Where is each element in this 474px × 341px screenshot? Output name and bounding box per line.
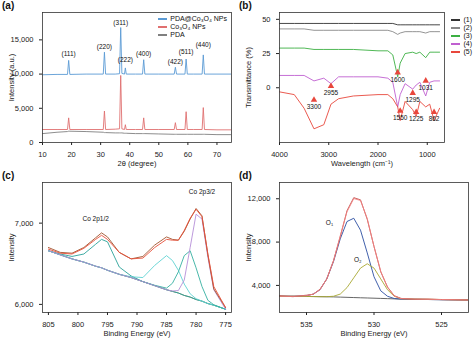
svg-text:1031: 1031: [418, 84, 433, 91]
svg-text:862: 862: [429, 115, 440, 122]
svg-text:Transmittance (%): Transmittance (%): [244, 47, 253, 108]
svg-text:30: 30: [96, 150, 104, 159]
html-text:(c): (c): [2, 170, 15, 181]
svg-text:6,000: 6,000: [15, 300, 34, 309]
svg-text:3000: 3000: [320, 150, 337, 159]
svg-text:2955: 2955: [324, 89, 339, 96]
svg-text:(222): (222): [118, 56, 133, 64]
svg-text:785: 785: [160, 320, 173, 329]
html-text:(3): (3): [463, 32, 472, 39]
svg-text:1225: 1225: [409, 115, 424, 122]
svg-text:530: 530: [368, 320, 381, 329]
svg-text:(311): (311): [113, 19, 128, 27]
html-text:(5): (5): [463, 48, 472, 55]
svg-text:4,000: 4,000: [252, 281, 271, 290]
svg-text:40: 40: [126, 150, 134, 159]
svg-text:525: 525: [435, 320, 448, 329]
svg-text:(111): (111): [62, 50, 76, 58]
html-text:(d): (d): [239, 170, 252, 181]
svg-text:775: 775: [219, 320, 232, 329]
svg-text:(400): (400): [136, 50, 151, 58]
svg-text:Wavelength (cm⁻¹): Wavelength (cm⁻¹): [331, 159, 393, 168]
svg-text:800: 800: [72, 320, 85, 329]
svg-text:(511): (511): [179, 48, 194, 56]
svg-text:5,000: 5,000: [15, 104, 34, 113]
html-text:PDA@Co₃O₄ NPs: PDA@Co₃O₄ NPs: [170, 15, 227, 22]
html-text:(b): (b): [239, 0, 252, 11]
html-text:(2): (2): [463, 24, 472, 31]
svg-text:(220): (220): [97, 43, 112, 51]
svg-text:10: 10: [38, 150, 46, 159]
svg-text:O₁: O₁: [326, 219, 334, 226]
svg-text:(440): (440): [196, 41, 211, 49]
svg-text:12,000: 12,000: [248, 194, 271, 203]
svg-text:70: 70: [213, 150, 221, 159]
svg-text:Co 2p3/2: Co 2p3/2: [189, 188, 216, 196]
svg-text:795: 795: [101, 320, 114, 329]
svg-text:Binding Energy (eV): Binding Energy (eV): [103, 329, 171, 338]
html-text:(4): (4): [463, 40, 472, 47]
svg-text:(422): (422): [168, 58, 183, 66]
svg-text:60: 60: [184, 150, 192, 159]
svg-text:1000: 1000: [419, 150, 436, 159]
svg-text:1550: 1550: [393, 114, 408, 121]
svg-text:0: 0: [29, 138, 33, 147]
svg-text:7,000: 7,000: [15, 219, 34, 228]
svg-text:790: 790: [131, 320, 144, 329]
html-text:(a): (a): [2, 0, 15, 11]
svg-text:Co 2p1/2: Co 2p1/2: [82, 215, 109, 223]
svg-text:Binding Energy (eV): Binding Energy (eV): [340, 329, 408, 338]
svg-text:780: 780: [190, 320, 203, 329]
svg-text:535: 535: [300, 320, 313, 329]
html-text:Co₃O₄ NPs: Co₃O₄ NPs: [170, 23, 206, 30]
svg-text:25: 25: [262, 49, 270, 58]
svg-text:15,000: 15,000: [11, 35, 34, 44]
svg-text:20: 20: [67, 150, 75, 159]
html-text:(1): (1): [463, 16, 472, 23]
svg-text:2θ (degree): 2θ (degree): [118, 159, 157, 168]
svg-text:50: 50: [155, 150, 163, 159]
svg-text:2000: 2000: [370, 150, 387, 159]
svg-text:805: 805: [42, 320, 55, 329]
html-text:PDA: PDA: [170, 31, 185, 38]
svg-text:3300: 3300: [307, 103, 322, 110]
svg-text:Intensity: Intensity: [244, 233, 253, 261]
svg-text:0: 0: [266, 83, 270, 92]
svg-text:Intensity: Intensity: [7, 233, 16, 261]
svg-text:10,000: 10,000: [10, 69, 34, 79]
svg-text:1295: 1295: [405, 96, 420, 103]
svg-text:4000: 4000: [271, 150, 288, 159]
svg-text:Intensity (a.u.): Intensity (a.u.): [7, 53, 16, 101]
svg-text:8,000: 8,000: [252, 237, 271, 246]
svg-text:50: 50: [262, 15, 270, 24]
svg-text:O₂: O₂: [354, 255, 362, 262]
svg-text:1600: 1600: [390, 76, 405, 83]
